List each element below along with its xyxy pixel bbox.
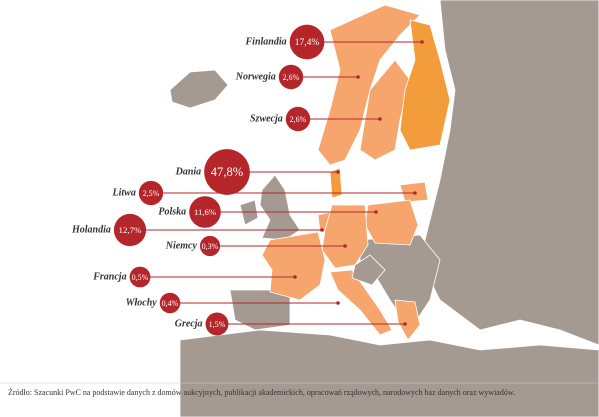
leader-dot: [420, 40, 424, 44]
country-name: Francja: [92, 271, 126, 282]
country-name: Norwegia: [235, 71, 276, 82]
bubble: [204, 149, 250, 195]
bubble: [205, 312, 229, 336]
country-name: Szwecja: [250, 113, 283, 124]
bubble: [289, 24, 325, 60]
country-name: Dania: [175, 166, 202, 177]
bubble: [278, 64, 304, 90]
leader-dot: [320, 228, 324, 232]
leader-dot: [378, 117, 382, 121]
bubble-label: 47,8%: [211, 165, 244, 179]
country-name: Finlandia: [245, 36, 287, 47]
bubble: [113, 213, 147, 247]
bubble-label: 0,4%: [162, 299, 179, 308]
bubble-label: 12,7%: [119, 225, 143, 235]
bubble-label: 2,6%: [283, 73, 300, 82]
land: [169, 0, 599, 417]
bubble: [138, 180, 164, 206]
leader-dot: [293, 275, 297, 279]
leader-dot: [413, 191, 417, 195]
country-name: Litwa: [111, 187, 135, 198]
country-name: Grecja: [175, 318, 203, 329]
country-name: Niemcy: [165, 240, 198, 251]
bubble-label: 2,6%: [290, 115, 307, 124]
bubble-label: 11,6%: [194, 207, 216, 217]
leader-dot: [374, 210, 378, 214]
source-note: Źródło: Szacunki PwC na podstawie danych…: [8, 387, 515, 397]
country-name: Polska: [158, 206, 186, 217]
bubble: [285, 106, 311, 132]
bubble-label: 17,4%: [295, 38, 320, 48]
bubble-label: 0,5%: [132, 273, 149, 282]
leader-dot: [336, 301, 340, 305]
bubble: [159, 292, 181, 314]
leader-dot: [356, 75, 360, 79]
bubble: [199, 235, 221, 257]
leader-dot: [403, 322, 407, 326]
leader-dot: [336, 170, 340, 174]
bubble-label: 2,5%: [143, 189, 160, 198]
bubble: [189, 196, 221, 228]
country-name: Holandia: [71, 224, 111, 235]
bubble-label: 0,3%: [202, 242, 219, 251]
bubble: [129, 266, 151, 288]
leader-dot: [343, 244, 347, 248]
bubble-label: 1,5%: [209, 320, 226, 329]
country-name: Włochy: [126, 297, 158, 308]
